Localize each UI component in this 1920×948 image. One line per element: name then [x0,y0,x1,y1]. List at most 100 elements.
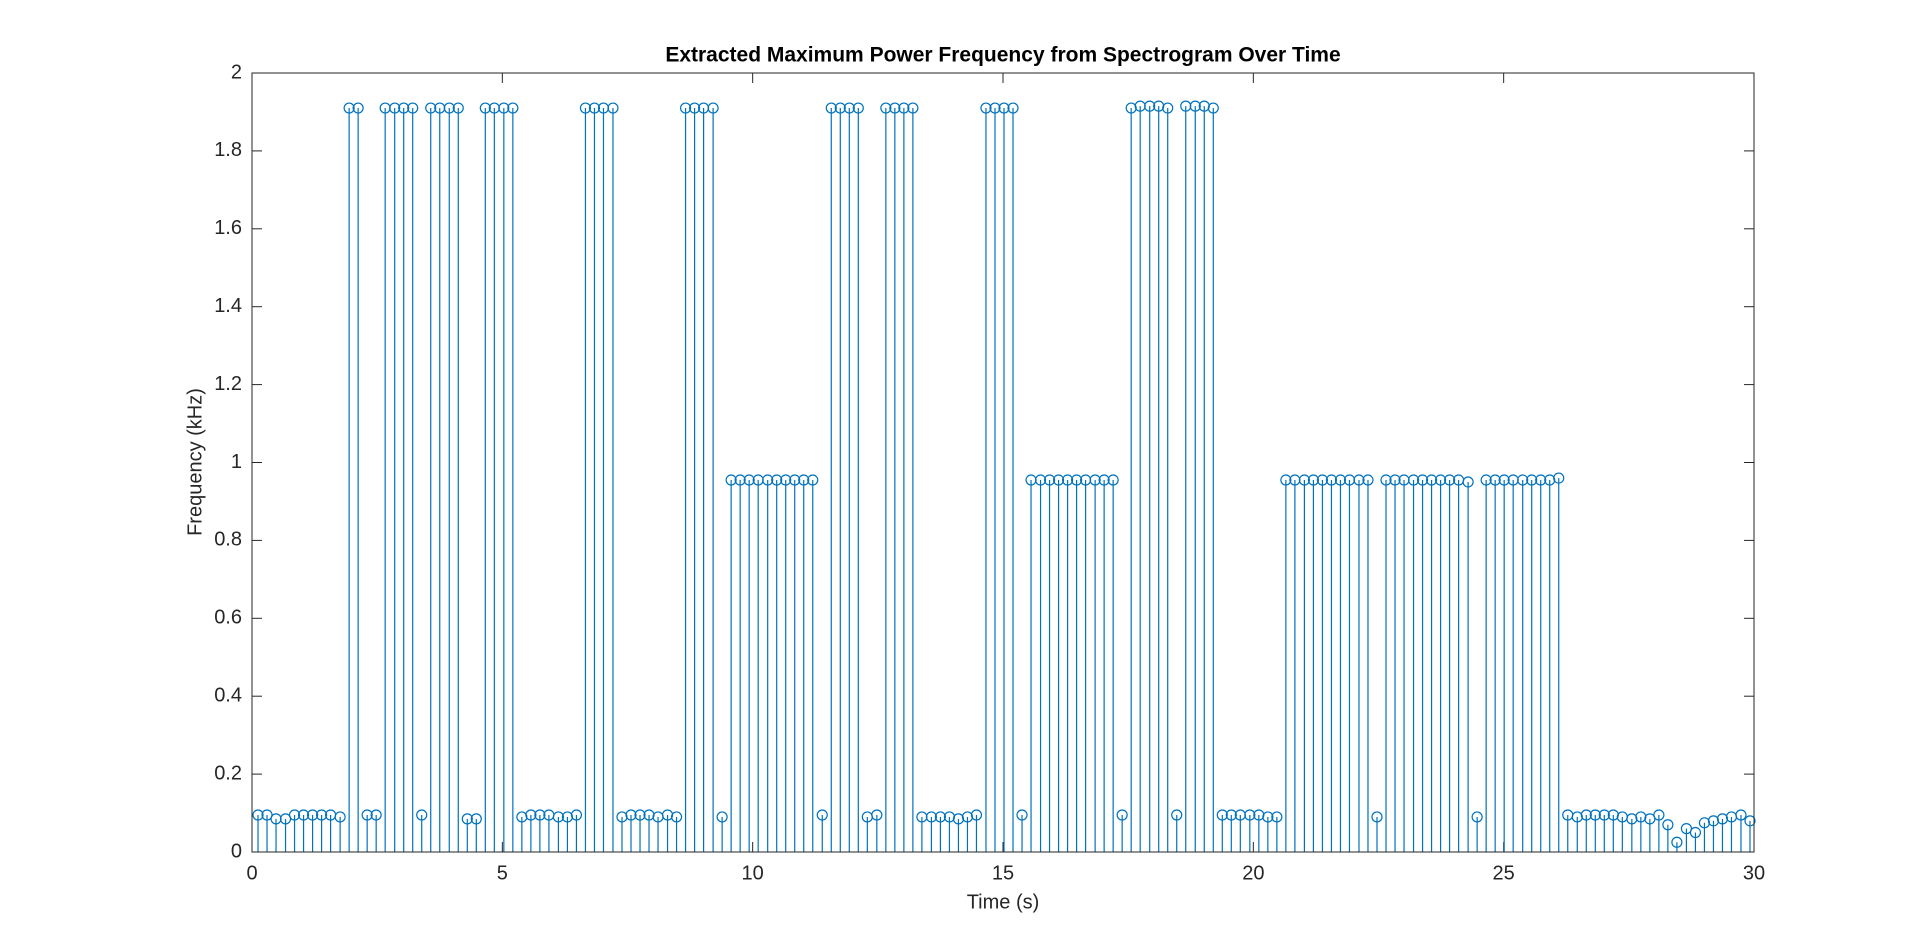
stem-marker [425,102,437,114]
stem-marker [1371,811,1383,823]
stem-marker [479,102,491,114]
stem-marker [1061,474,1074,486]
x-tick-label: 30 [1743,862,1765,884]
stem-marker [1325,474,1338,486]
stem-marker [297,809,310,821]
x-tick-label: 25 [1493,862,1515,884]
stem-marker [825,102,837,114]
stem-marker [607,102,619,114]
stem-marker [534,809,546,821]
stem-marker [1052,474,1065,486]
stem-marker [898,102,910,114]
stem-marker [1598,809,1610,821]
stem-marker [889,102,901,114]
stem-marker [989,102,1001,114]
x-tick-label: 5 [497,862,508,884]
stem-marker [1407,474,1420,486]
stem-marker [452,102,464,114]
stem-marker [315,809,328,821]
stem-marker [1089,474,1101,486]
stem-marker [1171,809,1183,821]
stem-marker [1553,472,1565,484]
stem-marker [1434,474,1447,486]
y-tick-label: 0.4 [214,684,242,706]
stem-marker [1271,811,1283,823]
stem-marker [252,809,264,821]
stem-marker [1225,809,1237,821]
stem-marker [1207,102,1219,114]
stem-marker [743,474,755,486]
axes-box [251,72,1755,853]
stem-marker [443,102,455,114]
stem-marker [1016,809,1028,821]
x-axis-label: Time (s) [967,891,1040,913]
stem-marker [834,102,846,114]
stem-marker [934,811,947,823]
stem-marker [1517,474,1529,486]
stem-marker [306,809,319,821]
stem-marker [1425,474,1438,486]
y-tick-label: 1.2 [214,373,242,395]
y-tick-label: 0.8 [214,529,242,551]
stem-marker [1362,474,1374,486]
stem-marker [498,102,510,114]
stem-marker [1043,474,1056,486]
stem-marker [1216,809,1228,821]
stem-marker [1280,474,1292,486]
y-tick-label: 0.6 [214,607,242,629]
stem-marker [1353,474,1365,486]
stem-marker [334,811,346,823]
stem-marker [343,102,355,114]
stem-marker [1162,102,1174,114]
stem-marker [1462,476,1474,488]
stem-marker [707,102,719,114]
stem-marker [871,809,883,821]
stem-marker [1443,474,1456,486]
stem-marker [771,474,783,486]
stem-marker [970,809,983,821]
stem-marker [1662,819,1674,831]
stem-marker [416,809,428,821]
stem-marker [1671,836,1683,848]
stem-marker [1316,474,1329,486]
stem-marker [1189,100,1201,112]
stem-marker [1735,809,1747,821]
x-tick-label: 20 [1242,862,1264,884]
stem-marker [625,809,637,821]
stem-marker [780,474,792,486]
stem-marker [725,474,737,486]
stem-marker [880,102,892,114]
stem-marker [1689,826,1702,839]
y-tick-label: 0 [231,840,242,862]
stem-marker [1589,809,1601,821]
stem-marker [1244,809,1256,821]
stem-marker [1471,811,1483,823]
stem-marker [570,809,583,821]
x-tick-label: 0 [246,862,257,884]
stem-marker [1498,474,1510,486]
stem-marker [1098,474,1110,486]
chart-title: Extracted Maximum Power Frequency from S… [665,44,1340,67]
stem-marker [1389,474,1401,486]
stem-marker [1535,474,1547,486]
stem-marker [907,102,919,114]
stem-marker [688,102,701,114]
stem-marker [1116,809,1128,821]
stem-marker [789,474,801,486]
stem-marker [679,102,692,114]
stem-marker [407,102,419,114]
stem-marker [1580,809,1592,821]
y-axis-label: Frequency (kHz) [184,388,206,536]
stem-marker [507,102,519,114]
stem-marker [925,811,938,823]
stem-marker [634,809,646,821]
y-tick-label: 1 [231,451,242,473]
stem-marker [1262,811,1274,823]
stem-marker [370,809,382,821]
stem-marker [352,102,364,114]
stem-marker [1298,474,1311,486]
stem-marker [1307,474,1320,486]
stem-marker [1070,474,1083,486]
stem-marker [816,809,828,821]
